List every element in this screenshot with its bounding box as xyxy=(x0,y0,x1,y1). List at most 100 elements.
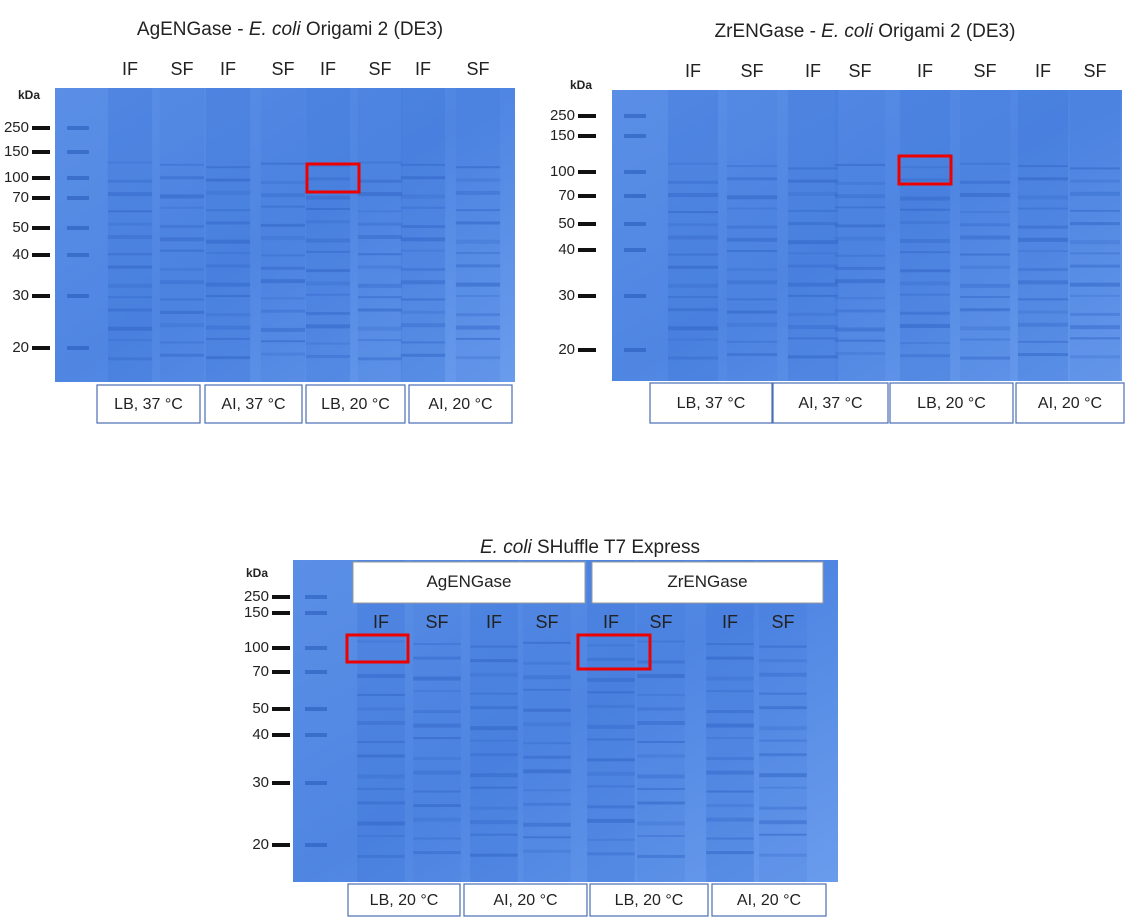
gel-band xyxy=(727,268,777,271)
gel-band xyxy=(960,254,1010,256)
gel-band xyxy=(960,308,1010,311)
gel-band xyxy=(401,323,445,327)
gel-band xyxy=(413,771,461,775)
ladder-band xyxy=(624,194,646,198)
marker-label: 70 xyxy=(252,663,269,680)
gel-band xyxy=(587,772,635,776)
lane-label: SF xyxy=(466,59,489,79)
lane-label: IF xyxy=(373,612,389,632)
gel-band xyxy=(306,220,350,223)
gel-band xyxy=(456,264,500,267)
gel-band xyxy=(206,338,250,340)
gel-band xyxy=(261,340,305,342)
gel-band xyxy=(358,235,402,239)
lane-label: SF xyxy=(535,612,558,632)
gel-band xyxy=(637,855,685,858)
gel-band xyxy=(206,240,250,244)
gel-band xyxy=(759,787,807,789)
gel-band xyxy=(358,180,402,183)
title-part: Origami 2 (DE3) xyxy=(873,21,1016,42)
condition-label: AI, 37 °C xyxy=(798,395,862,412)
gel-band xyxy=(401,354,445,357)
gel-band xyxy=(1018,195,1068,199)
gel-band xyxy=(523,803,571,806)
ladder-band xyxy=(67,253,89,257)
gel-band xyxy=(759,820,807,824)
gel-band xyxy=(160,207,204,209)
gel-band xyxy=(160,268,204,271)
marker-label: 150 xyxy=(550,127,575,144)
gel-band xyxy=(413,643,461,645)
gel-band xyxy=(261,254,305,256)
gel-band xyxy=(637,660,685,663)
marker-label: 150 xyxy=(244,604,269,621)
gel-band xyxy=(456,295,500,297)
marker-label: 70 xyxy=(558,187,575,204)
gel-band xyxy=(358,192,402,196)
gel-band xyxy=(160,354,204,357)
ladder-band xyxy=(624,248,646,252)
marker-tick xyxy=(272,670,290,674)
gel-band xyxy=(413,657,461,660)
gel-band xyxy=(261,236,305,240)
gel-band xyxy=(706,757,754,760)
gel-band xyxy=(900,178,950,181)
gel-band xyxy=(1070,252,1120,254)
marker-tick xyxy=(578,134,596,138)
gel-band xyxy=(306,324,350,328)
lane-label: SF xyxy=(740,61,763,81)
gel-band xyxy=(788,313,838,316)
gel-band xyxy=(759,673,807,677)
gel-band xyxy=(358,162,402,164)
gel-band xyxy=(108,235,152,239)
marker-tick xyxy=(32,346,50,350)
lane-label: IF xyxy=(486,612,502,632)
gel-band xyxy=(637,774,685,778)
gel-band xyxy=(357,741,405,743)
gel-band xyxy=(108,180,152,183)
marker-label: 40 xyxy=(558,241,575,258)
gel-band xyxy=(523,742,571,744)
gel-band xyxy=(358,357,402,360)
gel-band xyxy=(413,677,461,681)
condition-label: AI, 20 °C xyxy=(1038,395,1102,412)
gel-band xyxy=(160,237,204,241)
marker-tick xyxy=(272,611,290,615)
gel-band xyxy=(206,295,250,297)
gel-band xyxy=(1018,268,1068,271)
gel-band xyxy=(727,250,777,252)
condition-label: LB, 20 °C xyxy=(917,395,986,412)
gel-band xyxy=(206,179,250,182)
lane-smear xyxy=(706,560,754,882)
gel-band xyxy=(470,820,518,824)
gel-band xyxy=(835,194,885,198)
gel-band xyxy=(306,196,350,200)
gel-band xyxy=(900,354,950,357)
lane-label: IF xyxy=(805,61,821,81)
lane-label: SF xyxy=(649,612,672,632)
ladder-band xyxy=(624,294,646,298)
lane-label: IF xyxy=(1035,61,1051,81)
gel-band xyxy=(727,195,777,199)
lane-label: SF xyxy=(170,59,193,79)
gel-band xyxy=(900,209,950,211)
lane-label: SF xyxy=(271,59,294,79)
gel-band xyxy=(587,705,635,708)
gel-band xyxy=(900,197,950,201)
gel-band xyxy=(357,788,405,790)
gel-band xyxy=(727,280,777,284)
gel-band xyxy=(900,294,950,296)
gel-band xyxy=(206,356,250,359)
gel-band xyxy=(108,296,152,298)
lane-smear xyxy=(160,88,204,382)
gel-band xyxy=(523,709,571,712)
gel-band xyxy=(637,721,685,725)
lane-smear xyxy=(1018,90,1068,381)
marker-tick xyxy=(32,294,50,298)
marker-tick xyxy=(272,843,290,847)
gel-band xyxy=(1018,238,1068,242)
gel-band xyxy=(1070,295,1120,297)
marker-tick xyxy=(32,226,50,230)
gel-band xyxy=(706,677,754,681)
gel-band xyxy=(401,194,445,198)
